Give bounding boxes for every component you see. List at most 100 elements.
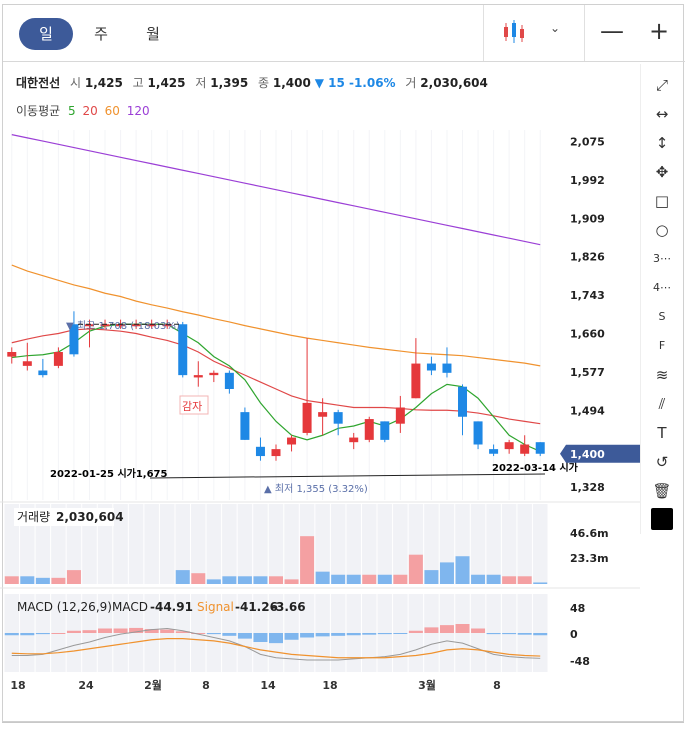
candle-body <box>100 324 110 327</box>
macd-title: MACD (12,26,9) <box>17 600 112 614</box>
chart-frame: 일 주 월 ⌄ — + <box>2 4 685 722</box>
ma20-legend: 20 <box>82 104 98 118</box>
chart-area[interactable]: 2,075 1,992 1,909 1,826 1,743 1,660 1,577 1,494… <box>0 0 640 720</box>
current-price-label: 1,400 <box>570 448 605 461</box>
fan-line-icon[interactable]: F <box>658 339 666 352</box>
candle-body <box>22 361 32 366</box>
ma5-legend: 5 <box>68 104 76 118</box>
volume-title: 거래량 <box>17 510 50 524</box>
volume-bar <box>533 582 548 584</box>
candle-body <box>193 375 203 378</box>
macd-histogram-bar <box>35 633 50 635</box>
price-tick-label: 1,328 <box>570 481 605 494</box>
fibonacci-icon[interactable]: ≋ <box>655 366 669 384</box>
candle-body <box>458 386 468 417</box>
macd-histogram-bar <box>113 628 128 633</box>
ma120-line <box>11 134 541 246</box>
candle-body <box>84 324 94 327</box>
x-axis-label: 18 <box>10 679 25 692</box>
high-annotation: ▼ 최고 1,708 (-18.03%) <box>66 320 180 332</box>
horizontal-line-icon[interactable]: ↔ <box>655 105 669 123</box>
volume-bar <box>424 570 439 584</box>
candle-body <box>116 324 126 327</box>
four-wave-icon[interactable]: 4⋯ <box>653 281 671 294</box>
macd-histogram-bar <box>253 633 268 642</box>
change-value: ▼ 15 -1.06% <box>314 76 396 90</box>
signal-line <box>11 638 541 659</box>
expand-icon[interactable]: ⤢ <box>655 76 668 94</box>
candle-body <box>147 324 157 327</box>
parallel-line-icon[interactable]: ⫽ <box>658 395 666 413</box>
tab-daily[interactable]: 일 <box>19 18 73 50</box>
candle-body <box>380 421 390 440</box>
low-label: 저 <box>195 76 207 90</box>
candle-body <box>489 449 499 454</box>
candle-body <box>535 442 545 454</box>
price-tick-label: 1,909 <box>570 212 605 225</box>
reduction-label: 감자 <box>182 400 202 413</box>
candle-body <box>162 324 172 327</box>
volume-bar <box>191 573 206 584</box>
zoom-out-button[interactable]: — <box>600 17 624 45</box>
ma-legend-label: 이동평균 <box>16 104 61 118</box>
macd-histogram-bar <box>206 633 221 635</box>
period-toolbar: 일 주 월 ⌄ — + <box>3 5 685 62</box>
speed-line-icon[interactable]: S <box>658 310 666 323</box>
rectangle-icon[interactable]: □ <box>654 192 670 210</box>
volume-bar <box>284 579 299 584</box>
volume-bar <box>393 574 408 584</box>
tab-weekly[interactable]: 주 <box>94 25 108 43</box>
candle-body <box>178 324 188 376</box>
vertical-line-icon[interactable]: ↕ <box>655 134 669 152</box>
macd-histogram-bar <box>331 633 346 636</box>
tab-monthly[interactable]: 월 <box>146 25 160 43</box>
x-axis-label: 8 <box>202 679 210 692</box>
volume-bar <box>222 576 237 584</box>
x-axis-label: 8 <box>493 679 501 692</box>
crosshair-icon[interactable]: ✥ <box>655 163 669 181</box>
volume-bar <box>377 574 392 584</box>
macd-histogram-bar <box>4 633 19 636</box>
text-tool-icon[interactable]: T <box>657 424 667 442</box>
macd-histogram-bar <box>51 633 66 634</box>
trend-line <box>149 473 546 479</box>
volume-bar <box>269 576 283 584</box>
macd-histogram-bar <box>129 627 144 633</box>
candle-body <box>287 437 297 445</box>
volume-tick: 23.3m <box>570 552 609 565</box>
ma60-line <box>11 264 541 367</box>
volume-bar <box>408 554 423 584</box>
volume-bar <box>315 571 330 584</box>
price-tick-label: 1,826 <box>570 251 605 264</box>
high-value: 1,425 <box>147 76 186 90</box>
candle-body <box>302 402 312 433</box>
price-tick-label: 2,075 <box>570 136 605 149</box>
x-axis-label: 2월 <box>144 678 162 692</box>
macd-tick: -48 <box>570 655 590 668</box>
chart-type-button[interactable]: ⌄ <box>483 5 585 61</box>
macd-histogram-bar <box>486 633 501 635</box>
volume-bar <box>439 562 454 584</box>
three-wave-icon[interactable]: 3⋯ <box>653 252 671 265</box>
color-picker-button[interactable] <box>651 508 673 530</box>
volume-bar <box>4 576 19 584</box>
price-tick-label: 1,743 <box>570 289 605 302</box>
macd-value: -44.91 <box>150 600 193 614</box>
undo-icon[interactable]: ↺ <box>655 453 669 471</box>
macd-histogram-bar <box>502 633 517 635</box>
macd-label: MACD <box>112 600 148 614</box>
price-tick-label: 1,494 <box>570 404 605 417</box>
candle-body <box>333 412 343 424</box>
candle-body <box>411 363 421 399</box>
circle-icon[interactable]: ○ <box>655 221 669 239</box>
close-value: 1,400 <box>272 76 311 90</box>
volume-tick: 46.6m <box>570 527 609 540</box>
volume-bar <box>502 576 517 584</box>
macd-histogram-bar <box>237 633 252 639</box>
candle-body <box>271 449 281 457</box>
zoom-in-button[interactable]: + <box>648 17 670 45</box>
right-open-label: 2022-03-14 시가 <box>492 461 579 474</box>
x-axis-label: 18 <box>322 679 337 692</box>
volume-bar <box>346 574 361 584</box>
trash-icon[interactable]: 🗑 <box>652 482 672 500</box>
